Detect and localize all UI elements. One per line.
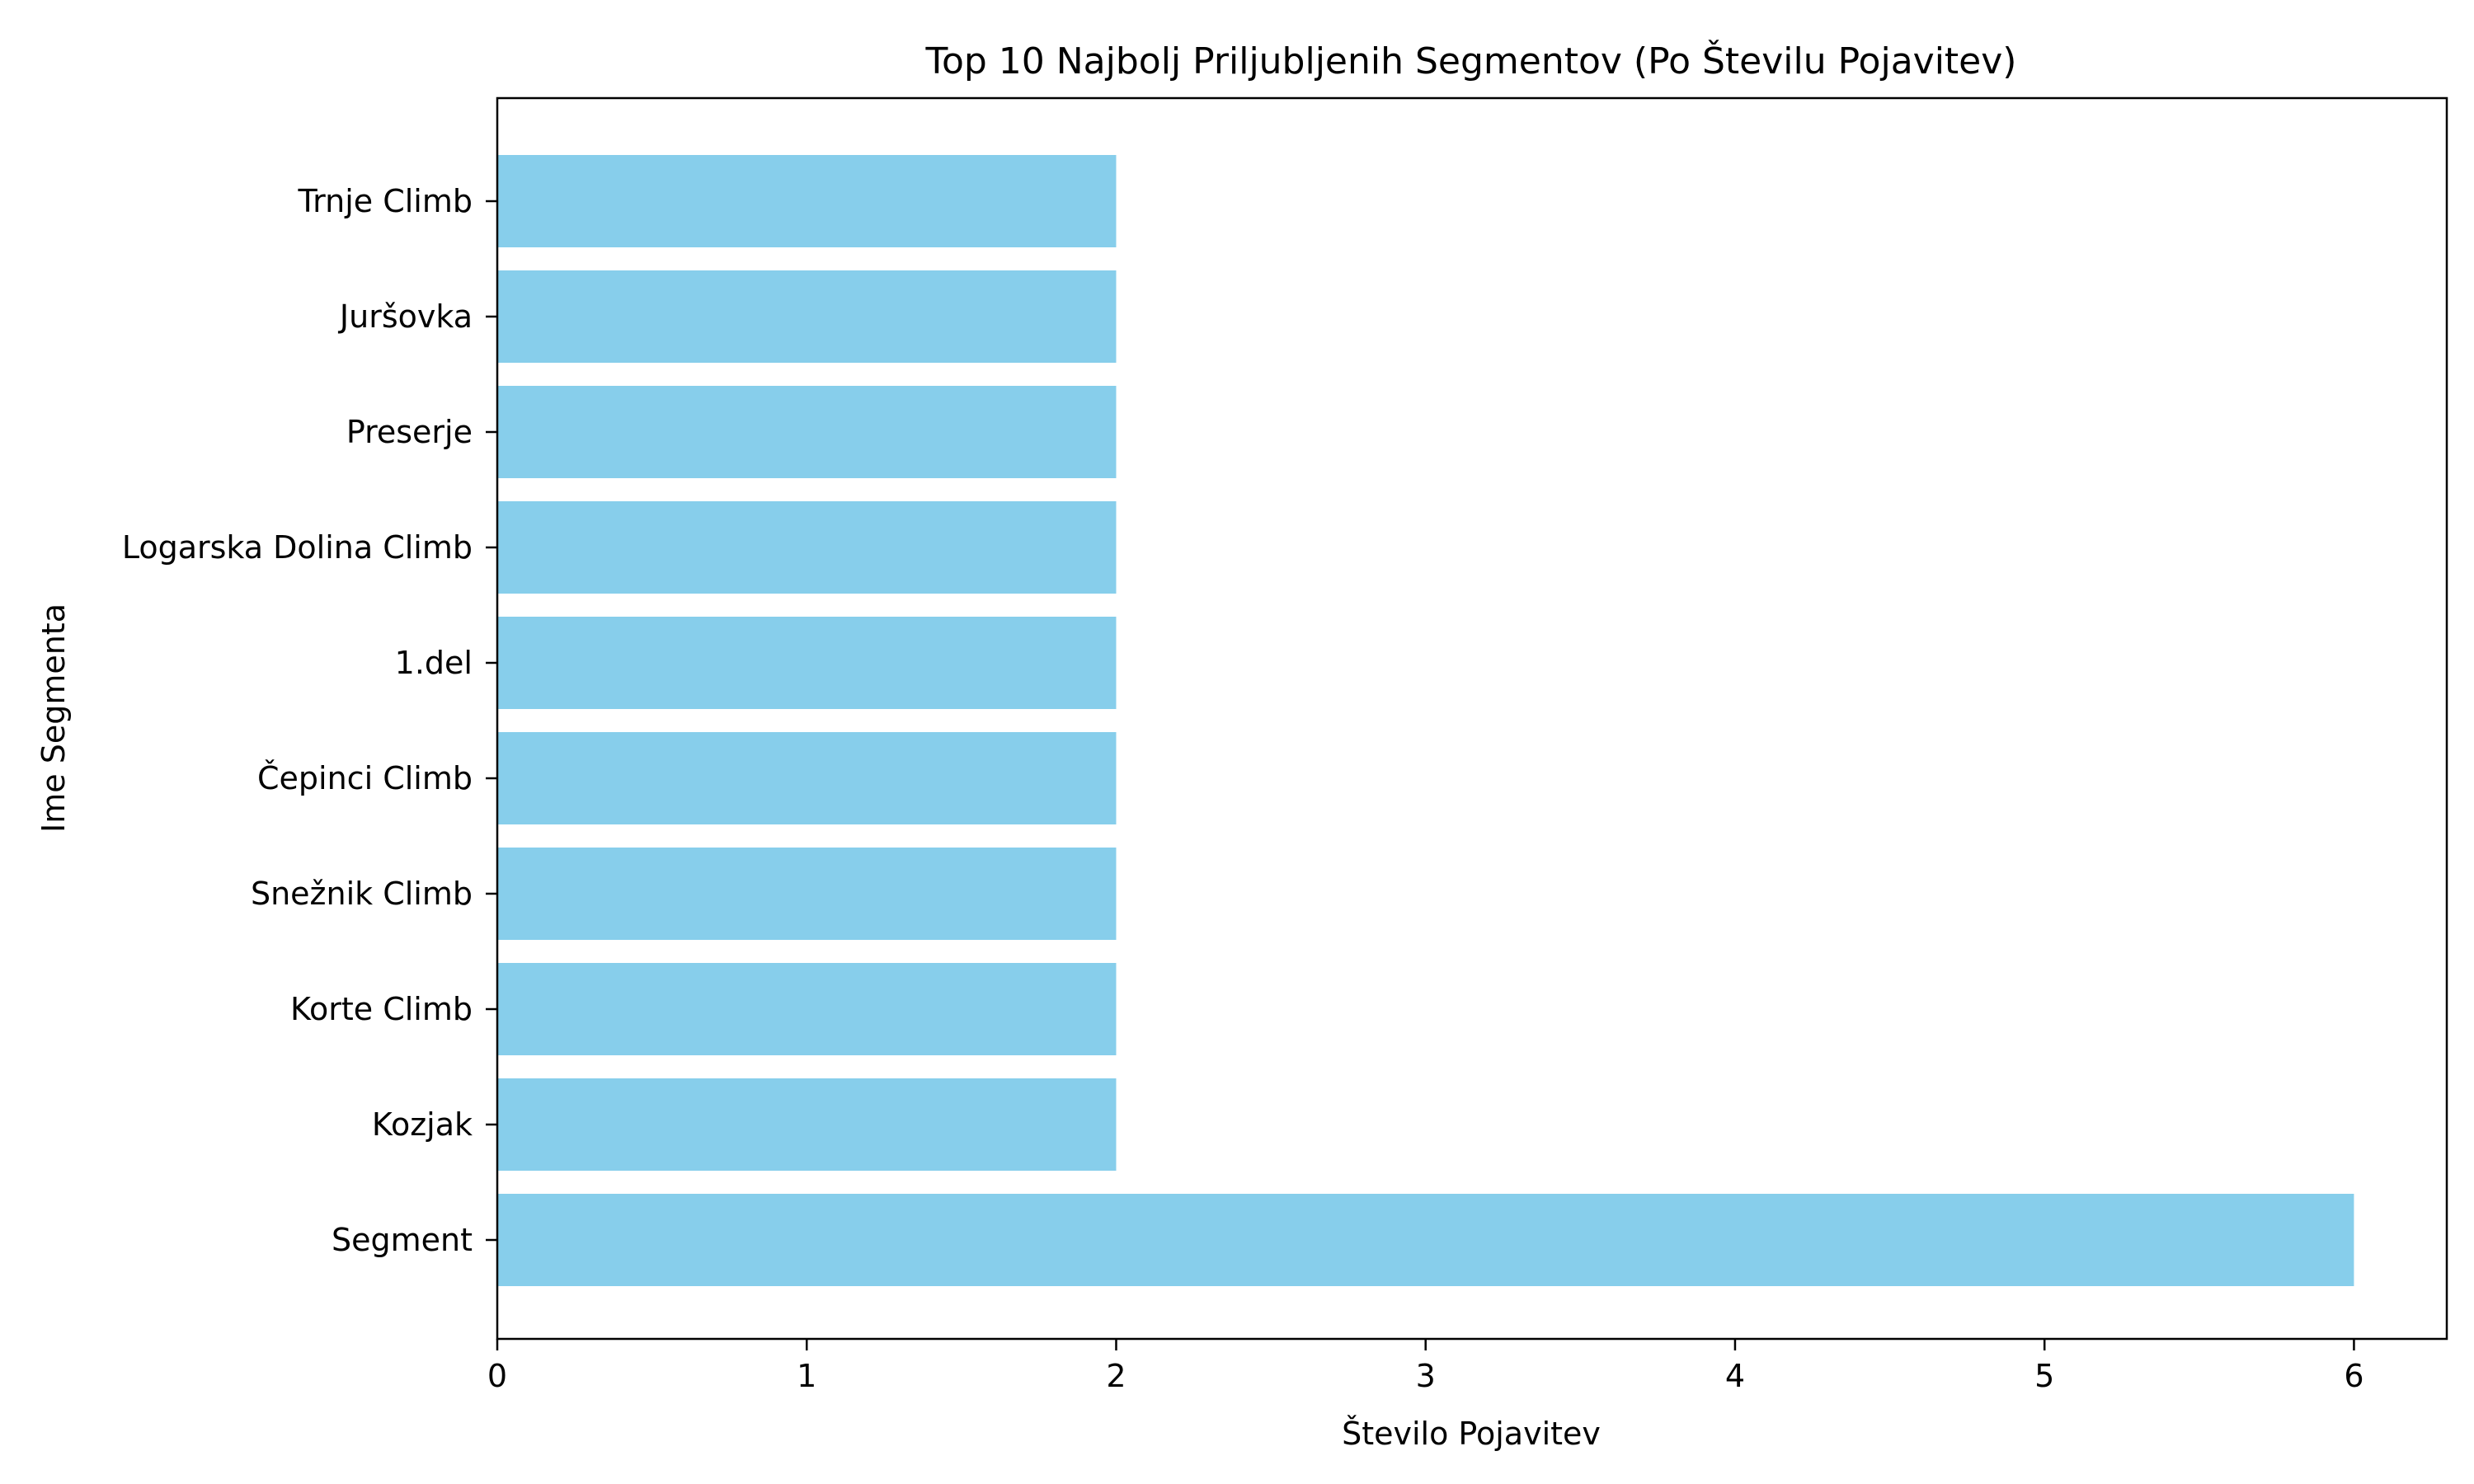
y-tick-label-4: Čepinci Climb [257, 760, 473, 796]
bar-0 [497, 1194, 2354, 1286]
x-tick-label-2: 2 [1106, 1358, 1126, 1394]
bar-8 [497, 270, 1117, 363]
bar-9 [497, 155, 1117, 247]
x-axis-label: Število Pojavitev [1342, 1416, 1601, 1452]
bar-5 [497, 617, 1117, 709]
x-tick-label-5: 5 [2034, 1358, 2054, 1394]
y-tick-label-1: Kozjak [372, 1106, 473, 1143]
y-tick-label-0: Segment [332, 1222, 473, 1258]
bar-4 [497, 732, 1117, 824]
y-tick-label-6: Logarska Dolina Climb [122, 529, 473, 566]
y-tick-label-7: Preserje [346, 414, 473, 450]
x-tick-label-0: 0 [487, 1358, 507, 1394]
x-tick-label-1: 1 [797, 1358, 816, 1394]
bar-7 [497, 386, 1117, 478]
bar-6 [497, 501, 1117, 594]
y-ticks-group: Segment Kozjak Korte Climb Snežnik Climb Čep… [122, 183, 497, 1258]
y-tick-label-2: Korte Climb [290, 991, 473, 1027]
x-tick-label-3: 3 [1416, 1358, 1436, 1394]
x-ticks-group: 0 1 2 3 4 5 6 [487, 1339, 2364, 1394]
bar-3 [497, 848, 1117, 940]
x-tick-label-4: 4 [1725, 1358, 1745, 1394]
y-axis-label: Ime Segmenta [35, 603, 72, 833]
bars-group [497, 155, 2354, 1286]
plot-frame [496, 96, 2448, 1341]
x-tick-label-6: 6 [2344, 1358, 2363, 1394]
y-tick-label-3: Snežnik Climb [251, 876, 473, 912]
y-tick-label-9: Trnje Climb [298, 183, 473, 219]
y-tick-label-8: Juršovka [338, 298, 473, 335]
bar-1 [497, 1078, 1117, 1171]
bar-2 [497, 963, 1117, 1055]
chart-title: Top 10 Najbolj Priljubljenih Segmentov (… [925, 39, 2017, 82]
y-tick-label-5: 1.del [395, 645, 473, 681]
